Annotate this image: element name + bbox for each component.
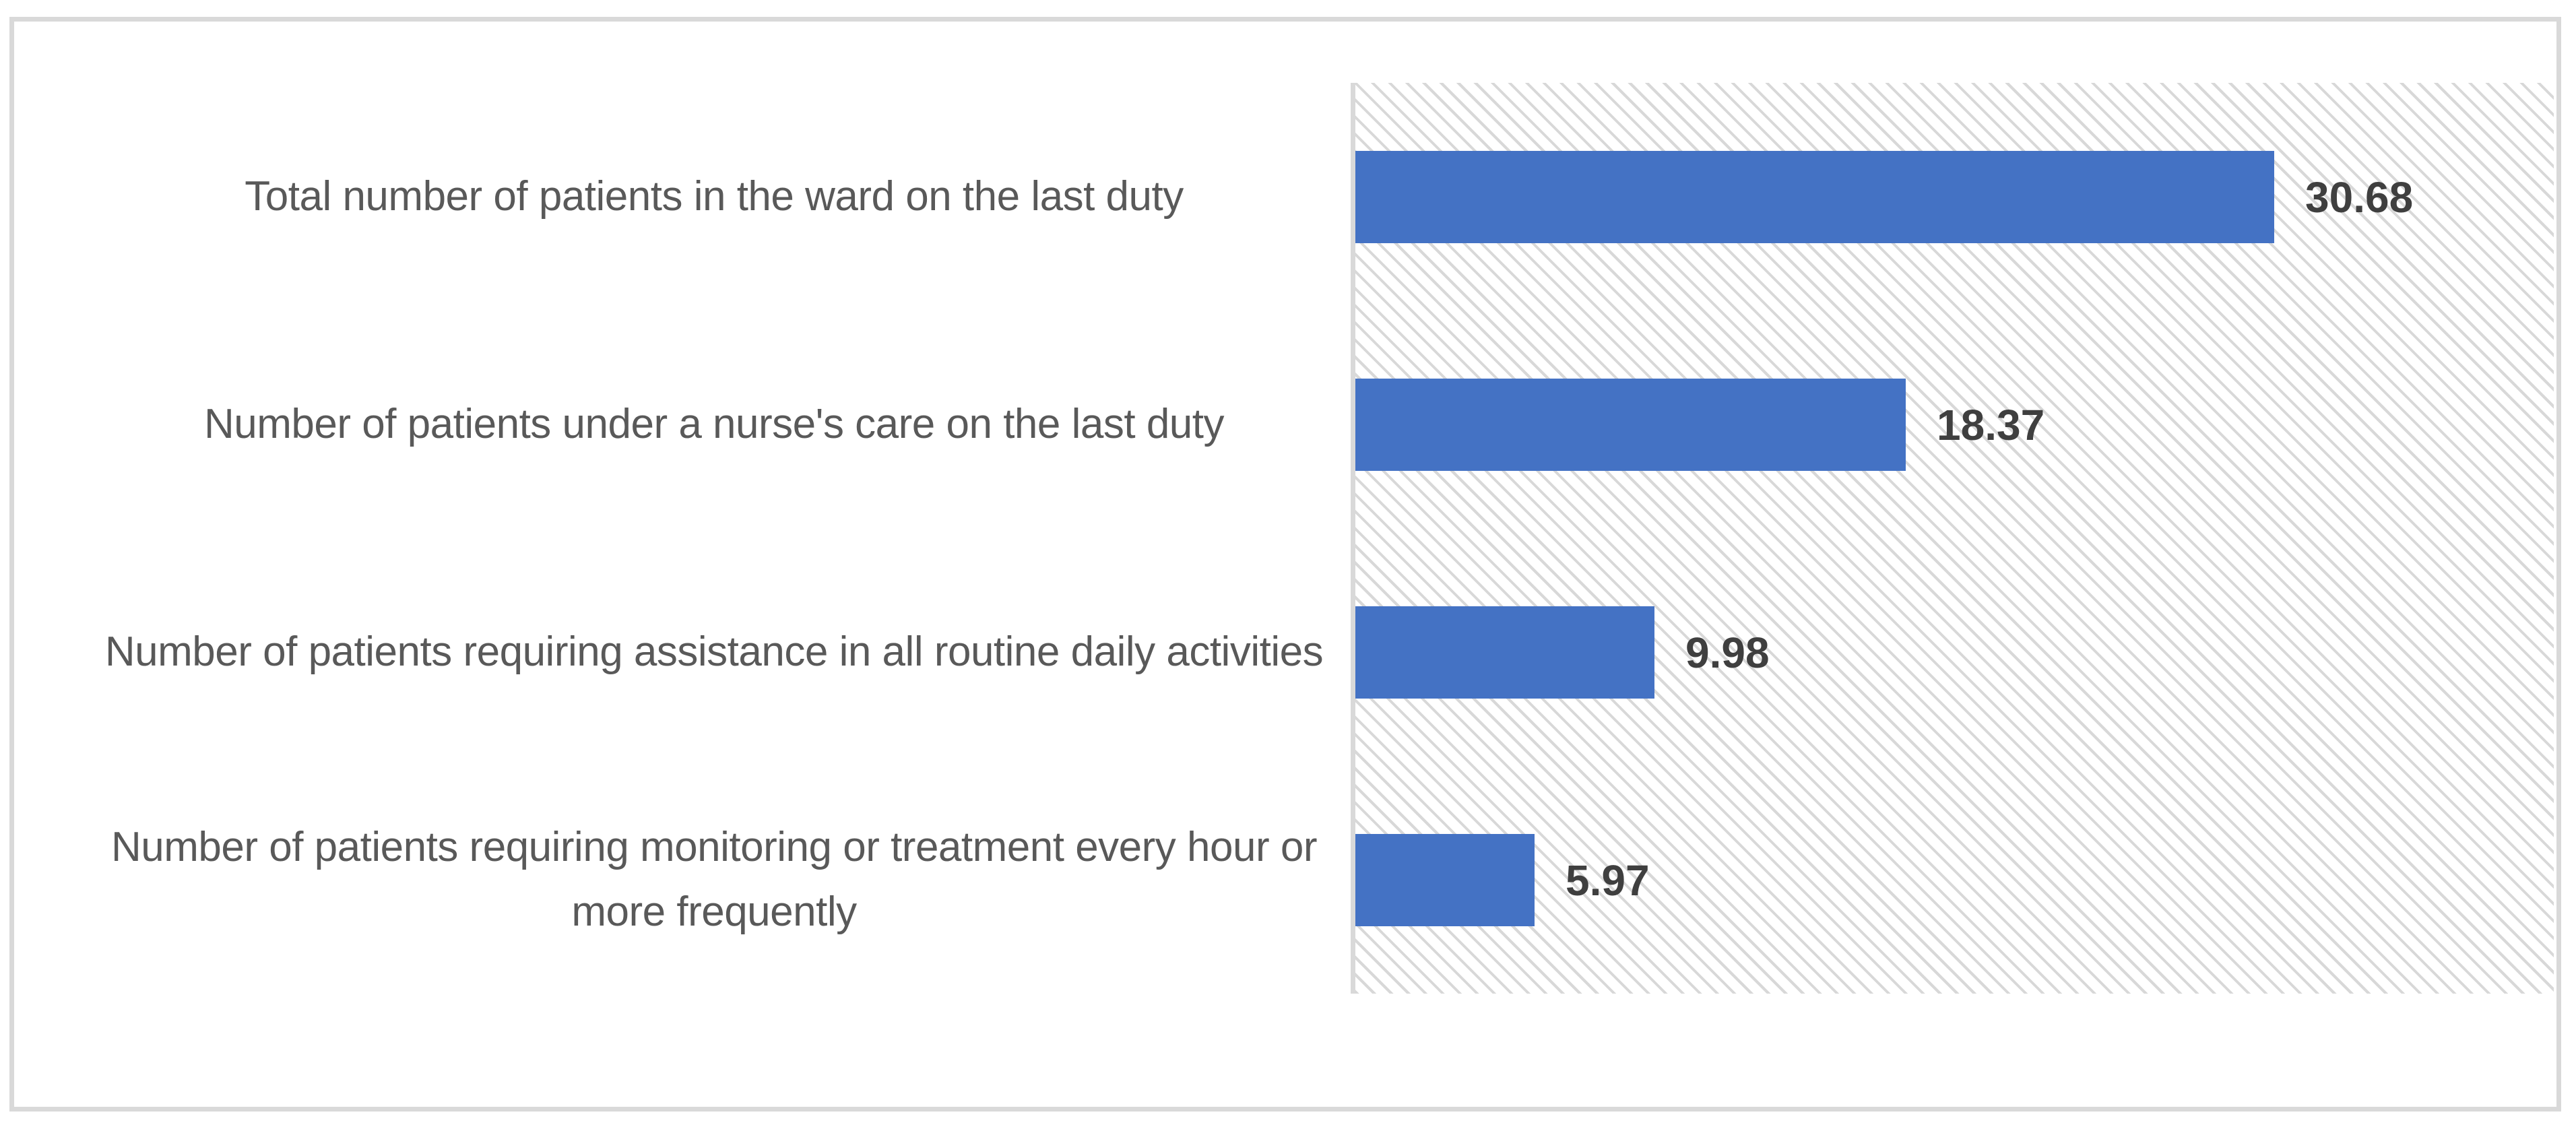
value-label: 30.68 [2305,172,2414,222]
value-label: 9.98 [1685,628,1770,677]
category-label: Total number of patients in the ward on … [245,172,1184,220]
value-label: 18.37 [1937,400,2045,449]
bar [1355,834,1535,926]
category-label: Number of patients under a nurse's care … [203,400,1225,447]
category-label: Number of patients requiring monitoring … [111,823,1317,935]
bar [1355,606,1654,699]
category-axis-line [1351,83,1355,994]
bar [1355,379,1906,471]
value-label: 5.97 [1566,856,1650,905]
bar [1355,151,2274,243]
category-label: Number of patients requiring assistance … [104,628,1324,675]
